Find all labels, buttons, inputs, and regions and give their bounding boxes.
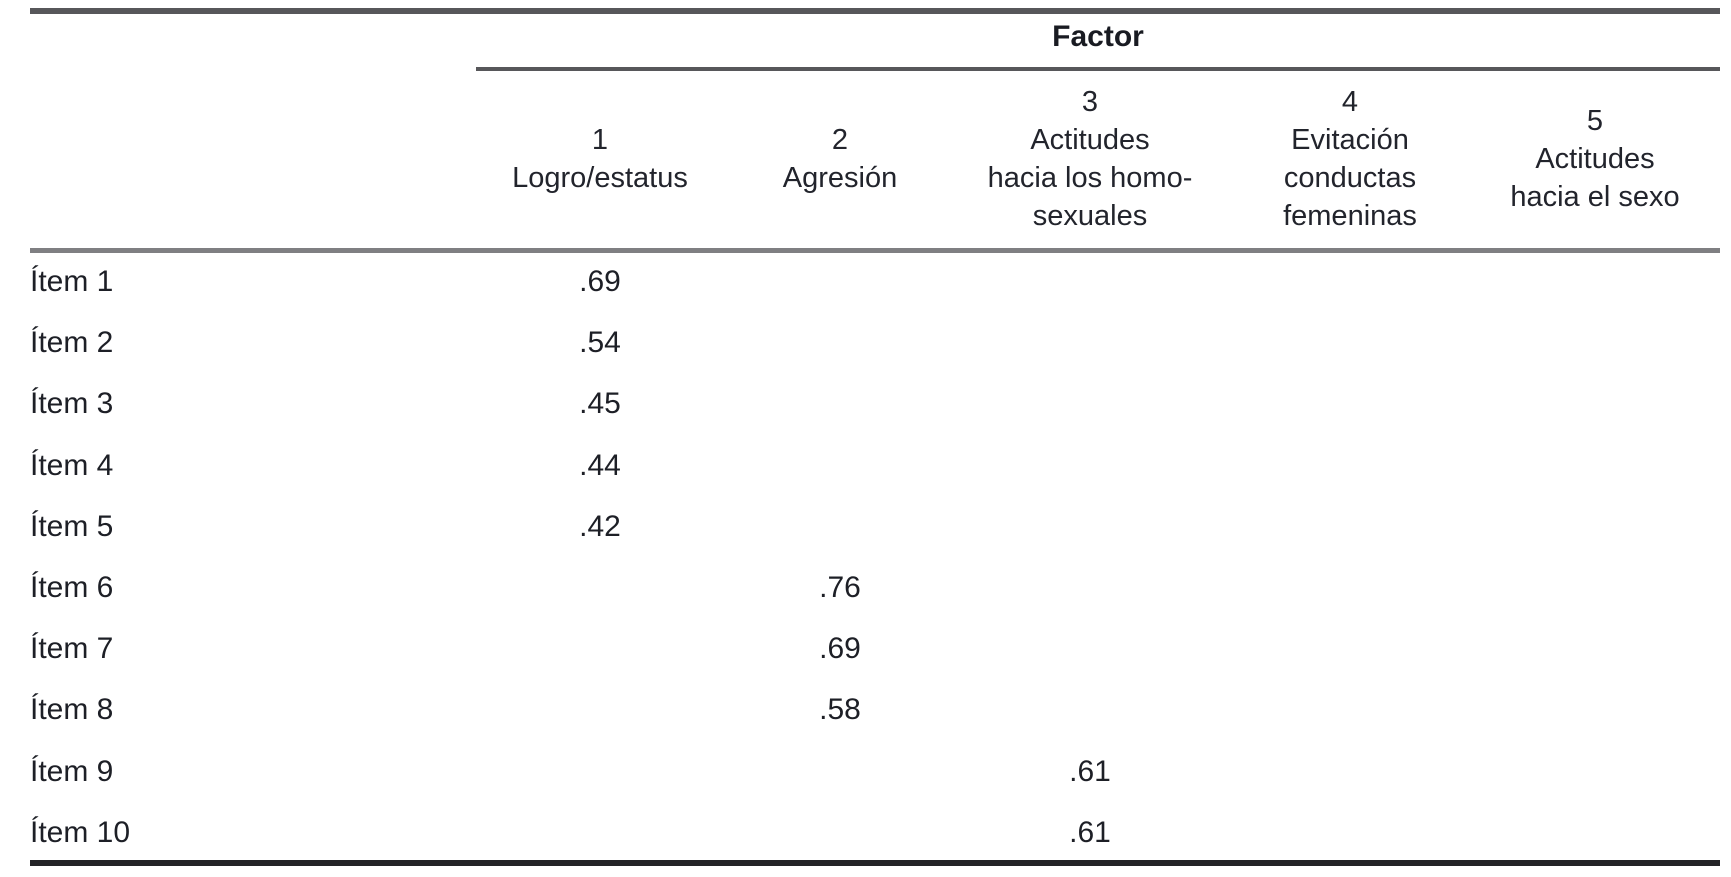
table-top-rule: [30, 8, 1720, 14]
row-label: Ítem 8: [30, 693, 114, 726]
column-number: 2: [831, 124, 849, 156]
table-row: Ítem 4 .44: [30, 436, 1720, 496]
row-label: Ítem 10: [30, 816, 131, 849]
column-title-line: Actitudes: [1535, 143, 1655, 175]
column-header-factor-4: 4 Evitación conductas femeninas: [1210, 72, 1490, 246]
cell-value: .61: [1069, 755, 1111, 788]
column-number: 5: [1586, 105, 1604, 137]
column-title-line: Evitación: [1291, 124, 1409, 156]
header-bottom-rule: [30, 248, 1720, 253]
table-row: Ítem 3 .45: [30, 374, 1720, 434]
column-header-factor-5: 5 Actitudes hacia el sexo: [1455, 72, 1731, 246]
row-label: Ítem 6: [30, 571, 114, 604]
column-title-line: hacia los homo-: [987, 162, 1193, 194]
cell-value: .69: [579, 265, 621, 298]
table-row: Ítem 7 .69: [30, 619, 1720, 679]
row-label: Ítem 4: [30, 449, 114, 482]
column-title-line: Actitudes: [1030, 124, 1150, 156]
table-row: Ítem 9 .61: [30, 742, 1720, 802]
row-label: Ítem 3: [30, 387, 114, 420]
table-bottom-rule: [30, 860, 1720, 866]
cell-value: .61: [1069, 816, 1111, 849]
column-number: 4: [1341, 86, 1359, 118]
row-label: Ítem 2: [30, 326, 114, 359]
factor-spanner-label: Factor: [1052, 20, 1144, 53]
factor-spanner-rule: [476, 67, 1720, 71]
column-title-line: femeninas: [1283, 200, 1417, 232]
cell-value: .42: [579, 510, 621, 543]
column-number: 3: [1081, 86, 1099, 118]
table-row: Ítem 6 .76: [30, 558, 1720, 618]
column-title-line: Logro/estatus: [512, 162, 688, 194]
cell-value: .69: [819, 632, 861, 665]
column-title-line: Agresión: [782, 162, 898, 194]
cell-value: .45: [579, 387, 621, 420]
column-header-factor-2: 2 Agresión: [700, 72, 980, 246]
column-header-factor-1: 1 Logro/estatus: [460, 72, 740, 246]
cell-value: .54: [579, 326, 621, 359]
column-title-line: conductas: [1283, 162, 1417, 194]
column-header-factor-3: 3 Actitudes hacia los homo- sexuales: [950, 72, 1230, 246]
cell-value: .44: [579, 449, 621, 482]
column-title-line: sexuales: [1032, 200, 1148, 232]
cell-value: .76: [819, 571, 861, 604]
table-row: Ítem 10 .61: [30, 803, 1720, 863]
table-row: Ítem 1 .69: [30, 252, 1720, 312]
row-label: Ítem 7: [30, 632, 114, 665]
row-label: Ítem 1: [30, 265, 114, 298]
column-number: 1: [591, 124, 609, 156]
cell-value: .58: [819, 693, 861, 726]
table-row: Ítem 5 .42: [30, 497, 1720, 557]
row-label: Ítem 9: [30, 755, 114, 788]
table-row: Ítem 8 .58: [30, 680, 1720, 740]
row-label: Ítem 5: [30, 510, 114, 543]
table-row: Ítem 2 .54: [30, 313, 1720, 373]
column-title-line: hacia el sexo: [1510, 181, 1680, 213]
